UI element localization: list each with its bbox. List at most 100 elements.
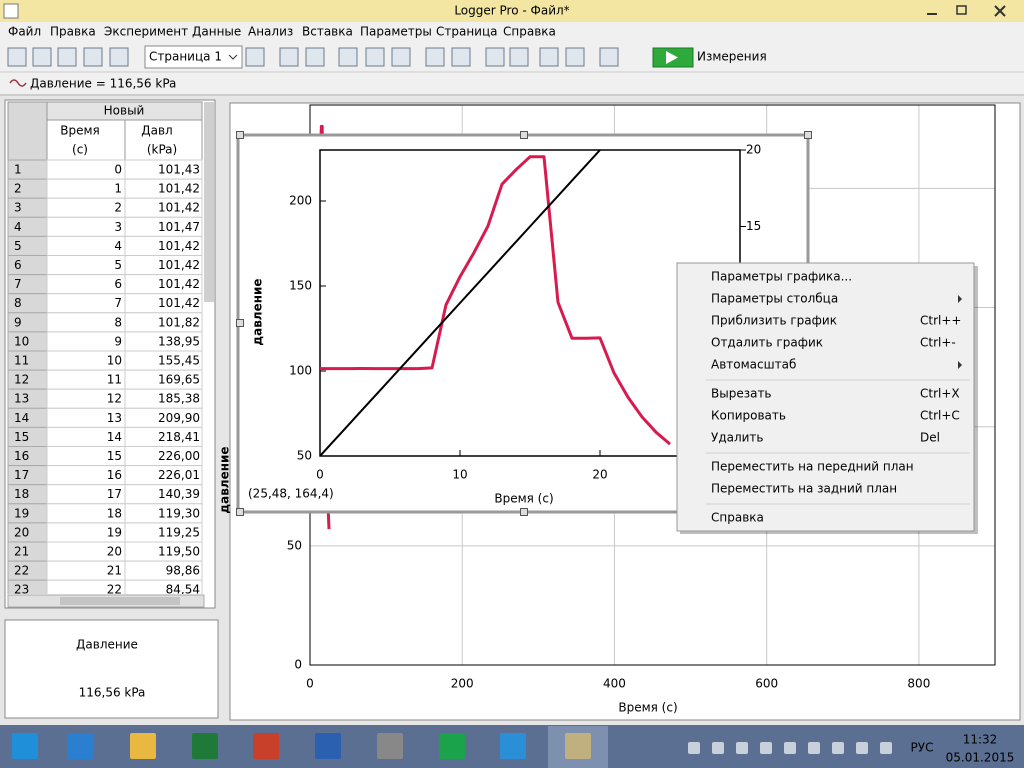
menu-item[interactable]: Параметры графика... [711,270,852,284]
tray-icon[interactable] [712,742,724,754]
column-unit: (kPa) [147,143,177,157]
page-select[interactable] [144,45,243,69]
time-cell: 11 [107,373,122,387]
toolbar-button[interactable] [565,47,585,67]
data-line [320,155,671,446]
pressure-cell: 218,41 [158,430,200,444]
row-number: 14 [14,411,29,425]
pressure-cell: 140,39 [158,487,200,501]
menu-item[interactable]: Данные [192,25,241,39]
time-cell: 0 [114,163,122,177]
row-number: 2 [14,182,22,196]
y-tick-label: 50 [287,538,302,552]
menu-item[interactable]: Справка [503,25,556,39]
row-number: 8 [14,296,22,310]
menu-item[interactable]: Страница [436,25,498,39]
row-number: 3 [14,201,22,215]
time-cell: 22 [107,583,122,597]
row-number: 20 [14,525,29,539]
menu-shortcut: Del [920,431,940,445]
tray-icon[interactable] [832,742,844,754]
menu-item[interactable]: Файл [8,25,41,39]
toolbar-button[interactable] [7,47,27,67]
resize-handle[interactable] [804,131,812,139]
menu-item[interactable]: Параметры столбца [711,292,838,306]
menu-item[interactable]: Копировать [711,409,786,423]
menu-item[interactable]: Анализ [248,25,293,39]
toolbar-button[interactable] [338,47,358,67]
taskbar-icon[interactable] [565,733,591,759]
menu-item[interactable]: Вставка [302,25,353,39]
restore-button[interactable] [956,5,967,15]
menu-item[interactable]: Переместить на задний план [711,482,897,496]
toolbar-button[interactable] [57,47,77,67]
menu-item[interactable]: Справка [711,511,764,525]
tray-icon[interactable] [808,742,820,754]
time-cell: 9 [114,334,122,348]
time-cell: 20 [107,545,122,559]
pressure-cell: 101,42 [158,296,200,310]
menu-item[interactable]: Правка [50,25,96,39]
submenu-arrow [958,295,962,303]
toolbar-button[interactable] [485,47,505,67]
toolbar-button[interactable] [451,47,471,67]
cell [46,216,126,237]
tray-icon[interactable] [760,742,772,754]
v-scrollbar[interactable] [204,102,214,302]
toolbar-button[interactable] [539,47,559,67]
resize-handle[interactable] [236,131,244,139]
taskbar-icon[interactable] [192,733,218,759]
toolbar-button[interactable] [599,47,619,67]
menu-item[interactable]: Автомасштаб [711,358,796,372]
tray-icon[interactable] [880,742,892,754]
toolbar-button[interactable] [83,47,103,67]
close-button[interactable] [994,5,1006,17]
time-cell: 16 [107,468,122,482]
tray-icon[interactable] [784,742,796,754]
taskbar-icon[interactable] [253,733,279,759]
toolbar-button[interactable] [32,47,52,67]
tray-icon[interactable] [856,742,868,754]
taskbar-icon[interactable] [377,733,403,759]
toolbar-button[interactable] [509,47,529,67]
menu-shortcut: Ctrl+- [920,336,956,350]
toolbar-button[interactable] [391,47,411,67]
cell [46,178,126,199]
x-tick-label: 20 [592,468,607,482]
toolbar-button[interactable] [245,47,265,67]
tray-icon[interactable] [688,742,700,754]
taskbar-icon[interactable] [12,733,38,759]
toolbar-button[interactable] [365,47,385,67]
measure-label: Измерения [697,50,767,64]
language: РУС [911,741,934,755]
menu-item[interactable]: Удалить [711,431,764,445]
menu-item[interactable]: Переместить на передний план [711,460,914,474]
menu-item[interactable]: Эксперимент [104,25,188,39]
toolbar-button[interactable] [109,47,129,67]
menu-item[interactable]: Параметры [360,25,432,39]
menu-item[interactable]: Приблизить график [711,314,837,328]
toolbar-button[interactable] [305,47,325,67]
menu-item[interactable]: Отдалить график [711,336,823,350]
taskbar-icon[interactable] [315,733,341,759]
coordinates: (25,48, 164,4) [248,487,334,501]
submenu-arrow [958,361,962,369]
resize-handle[interactable] [520,131,528,139]
tray-icon[interactable] [736,742,748,754]
taskbar-icon[interactable] [67,733,93,759]
resize-handle[interactable] [236,508,244,516]
resize-handle[interactable] [236,319,244,327]
taskbar-icon[interactable] [439,733,465,759]
resize-handle[interactable] [520,508,528,516]
taskbar-icon[interactable] [130,733,156,759]
taskbar-icon[interactable] [500,733,526,759]
toolbar-button[interactable] [279,47,299,67]
menu-item[interactable]: Вырезать [711,387,772,401]
cell [46,197,126,218]
pressure-cell: 84,54 [166,583,200,597]
time-cell: 1 [114,182,122,196]
toolbar-button[interactable] [425,47,445,67]
pressure-cell: 98,86 [166,564,200,578]
h-scroll-thumb[interactable] [60,597,180,605]
y-tick-label: 0 [294,658,302,672]
